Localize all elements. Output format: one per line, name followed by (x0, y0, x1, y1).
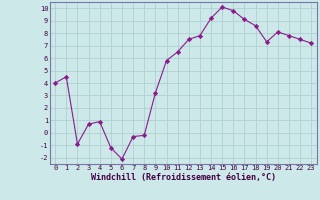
X-axis label: Windchill (Refroidissement éolien,°C): Windchill (Refroidissement éolien,°C) (91, 173, 276, 182)
